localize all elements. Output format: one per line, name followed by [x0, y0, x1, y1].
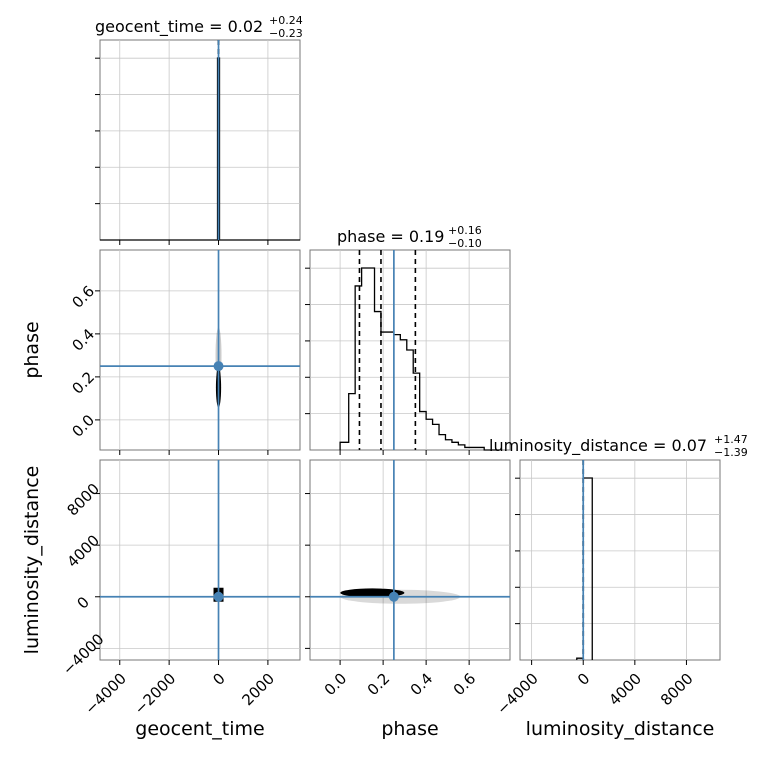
truth-point-geocent_time-luminosity_distance [213, 591, 224, 602]
y-tick-label-luminosity_distance: 4000 [63, 531, 103, 571]
panel-frame-distance-vs-geocent-time [99, 459, 301, 661]
x-tick-label-geocent_time: 2000 [238, 670, 278, 710]
title-phase-lower: −0.10 [448, 237, 482, 250]
title-luminosity-distance-lower: −1.39 [714, 446, 748, 459]
histogram-geocent_time [100, 57, 300, 241]
x-tick-label-luminosity_distance: 8000 [657, 670, 697, 710]
y-tick-label-phase: 0.6 [68, 282, 98, 312]
truth-point-geocent_time-phase [213, 361, 224, 372]
x-tick-label-luminosity_distance: 4000 [605, 670, 645, 710]
y-tick-label-luminosity_distance: 8000 [63, 480, 103, 520]
xlabel-geocent-time: geocent_time [135, 718, 264, 740]
histogram-phase [339, 267, 500, 451]
title-phase: phase = 0.19 [337, 227, 444, 246]
x-tick-label-phase: 0.4 [407, 670, 437, 700]
title-luminosity-distance: luminosity_distance = 0.07 [489, 436, 707, 456]
grid-layer [100, 40, 720, 660]
panel-frame-phase-hist [309, 249, 511, 451]
histogram-luminosity_distance [576, 477, 593, 660]
truth-point-phase-luminosity_distance [388, 591, 399, 602]
truth-layer [100, 40, 585, 660]
xlabel-phase: phase [381, 718, 438, 740]
y-tick-label-phase: 0.4 [68, 325, 98, 355]
panel-frame-phase-vs-geocent-time [99, 249, 301, 451]
title-phase-upper: +0.16 [448, 224, 482, 237]
title-luminosity-distance-upper: +1.47 [714, 433, 748, 446]
y-tick-label-phase: 0.0 [68, 411, 98, 441]
density-distance-vs-phase [340, 588, 405, 598]
y-tick-label-luminosity_distance: 0 [74, 593, 93, 612]
histogram-layer [100, 40, 593, 660]
panel-frame-distance-vs-phase [309, 459, 511, 661]
ylabel-phase: phase [21, 321, 43, 378]
panel-frame-distance-hist [519, 459, 721, 661]
title-geocent-time-upper: +0.24 [269, 14, 303, 27]
tick-layer: −4000 −2000 0 2000 0.0 0.2 0.4 0.6 −4000 0 4000 800… [59, 57, 697, 719]
x-tick-label-phase: 0.0 [321, 670, 351, 700]
y-tick-label-phase: 0.2 [68, 368, 98, 398]
title-geocent-time-lower: −0.23 [269, 27, 303, 40]
x-tick-label-luminosity_distance: −4000 [493, 670, 542, 719]
panel-frame-geocent-time-hist [99, 39, 301, 241]
ylabel-luminosity-distance: luminosity_distance [21, 466, 43, 655]
x-tick-label-geocent_time: 0 [209, 670, 228, 689]
x-tick-label-luminosity_distance: 0 [574, 670, 593, 689]
x-tick-label-phase: 0.6 [450, 670, 480, 700]
x-tick-label-geocent_time: −2000 [131, 670, 180, 719]
x-tick-label-phase: 0.2 [364, 670, 394, 700]
title-geocent-time: geocent_time = 0.02 [95, 17, 263, 37]
density-layer [213, 327, 461, 604]
x-tick-label-geocent_time: −4000 [81, 670, 130, 719]
xlabel-luminosity-distance: luminosity_distance [526, 718, 715, 740]
